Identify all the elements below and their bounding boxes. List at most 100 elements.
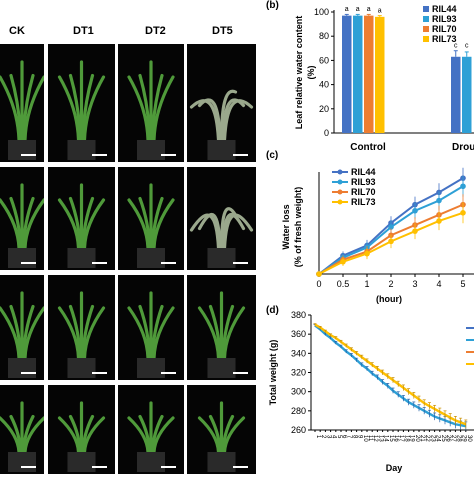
leaf-water-content-bar-chart: 0 20 40 60 80 100 Leaf relative water content(… — [294, 4, 474, 153]
x-tick-label: 2 — [320, 435, 326, 439]
y-axis-label: Total weight (g) — [268, 340, 278, 406]
x-axis-label: Day — [386, 463, 403, 473]
plant-leaf — [127, 75, 150, 142]
x-tick-label: 18 — [403, 435, 409, 442]
y-tick-label: 80 — [319, 31, 329, 41]
plant-pot — [137, 452, 165, 472]
data-point — [460, 183, 466, 190]
scale-bar — [21, 262, 36, 264]
plant-leaf — [82, 198, 106, 250]
plant-illustration — [189, 207, 254, 268]
plant-pot — [137, 248, 165, 268]
bar — [451, 56, 461, 133]
plant-photo — [48, 167, 115, 270]
y-tick-label: 40 — [319, 80, 329, 90]
x-tick-label: 28 — [455, 435, 461, 442]
plant-leaf — [82, 75, 106, 142]
plant-illustration — [57, 401, 106, 472]
plant-leaf — [9, 414, 23, 454]
plant-leaf — [138, 304, 152, 360]
legend-marker — [337, 199, 343, 205]
x-tick-label: 15 — [388, 435, 394, 442]
significance-letter: a — [356, 6, 360, 13]
plant-photo — [118, 275, 184, 380]
x-tick-label: 27 — [450, 435, 456, 442]
data-point — [340, 258, 346, 265]
plant-leaf — [127, 198, 150, 250]
bar — [364, 15, 374, 134]
scale-bar — [161, 154, 176, 156]
scale-bar — [92, 466, 107, 468]
plant-leaf — [68, 304, 82, 360]
legend-label: RIL70 — [432, 24, 457, 34]
legend-label: RIL73 — [351, 197, 376, 207]
plant-pot — [207, 358, 236, 378]
plant-illustration — [127, 183, 175, 268]
panel-c-letter: (c) — [266, 150, 279, 161]
plant-illustration — [0, 291, 44, 378]
bar — [375, 16, 385, 134]
x-tick-label: 22 — [424, 435, 430, 442]
legend-marker — [337, 169, 343, 175]
plant-photo — [0, 44, 44, 162]
y-tick-label: 60 — [319, 55, 329, 65]
plant-leaf — [221, 213, 246, 250]
legend-swatch — [423, 16, 429, 22]
data-point — [412, 207, 418, 214]
plant-leaf — [9, 196, 23, 250]
plant-leaf — [197, 306, 221, 360]
plant-pot — [8, 358, 36, 378]
x-tick-label: 13 — [377, 435, 383, 442]
plant-leaf — [21, 414, 35, 454]
plant-leaf — [81, 304, 95, 360]
plant-leaf — [219, 207, 238, 250]
bar — [462, 56, 472, 133]
x-tick-label: 4 — [331, 435, 337, 439]
plant-photo — [0, 167, 44, 270]
y-tick-label: 300 — [291, 387, 306, 397]
plant-photo — [118, 167, 184, 270]
panel-d-letter: (d) — [266, 305, 279, 316]
plant-pot — [137, 140, 165, 160]
plant-pot — [137, 358, 165, 378]
plant-leaf — [23, 416, 44, 454]
x-tick-label: 17 — [398, 435, 404, 442]
plant-leaf — [68, 73, 82, 142]
plant-illustration — [127, 401, 175, 472]
x-tick-label: 2 — [388, 279, 393, 289]
plant-leaf — [57, 75, 81, 142]
x-tick-label: 16 — [393, 435, 399, 442]
plant-leaf — [219, 89, 238, 142]
plant-leaf — [197, 213, 222, 250]
data-point — [436, 197, 442, 204]
x-tick-label: 23 — [429, 435, 435, 442]
plant-leaf — [150, 196, 164, 250]
plant-leaf — [221, 414, 235, 454]
plant-leaf — [82, 306, 106, 360]
column-label-ck: CK — [9, 25, 25, 37]
plant-illustration — [57, 60, 106, 160]
panel-b-chart: 0 20 40 60 80 100 Leaf relative water content(… — [256, 0, 474, 160]
plant-illustration — [189, 89, 254, 160]
plant-leaf — [138, 196, 152, 250]
plant-pot — [67, 358, 96, 378]
plant-leaf — [152, 75, 175, 142]
plant-leaf — [0, 75, 21, 142]
plant-leaf — [23, 75, 44, 142]
plant-leaf — [189, 99, 221, 142]
plant-leaf — [82, 416, 106, 454]
x-axis-label: (hour) — [376, 294, 402, 304]
plant-leaf — [127, 306, 150, 360]
x-tick-label: 14 — [383, 435, 389, 442]
bar — [353, 15, 363, 134]
plant-illustration — [127, 291, 175, 378]
plant-photo — [187, 385, 256, 474]
x-tick-label: 21 — [419, 435, 425, 442]
plant-leaf — [222, 213, 254, 250]
plant-leaf — [68, 196, 82, 250]
panel-c-chart: 0 0.5 1 2 3 4 5 (hour) Water loss (% of fresh wei… — [256, 150, 474, 310]
plant-pot — [67, 248, 96, 268]
x-tick-label: 12 — [372, 435, 378, 442]
plant-leaf — [222, 416, 246, 454]
plant-illustration — [0, 401, 44, 472]
